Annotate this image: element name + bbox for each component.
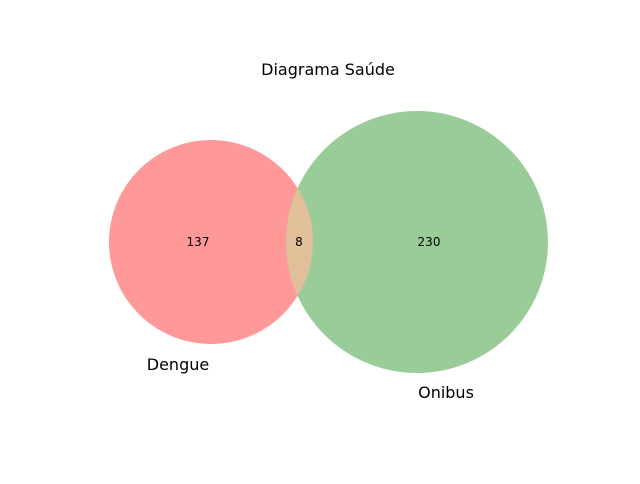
set-circle-onibus	[286, 111, 548, 373]
set-circle-dengue	[109, 140, 313, 344]
count-only-onibus: 230	[418, 235, 441, 249]
count-intersection: 8	[295, 235, 303, 249]
count-only-dengue: 137	[187, 235, 210, 249]
set-label-onibus: Onibus	[418, 383, 474, 402]
diagram-title: Diagrama Saúde	[261, 60, 395, 79]
set-label-dengue: Dengue	[147, 355, 209, 374]
